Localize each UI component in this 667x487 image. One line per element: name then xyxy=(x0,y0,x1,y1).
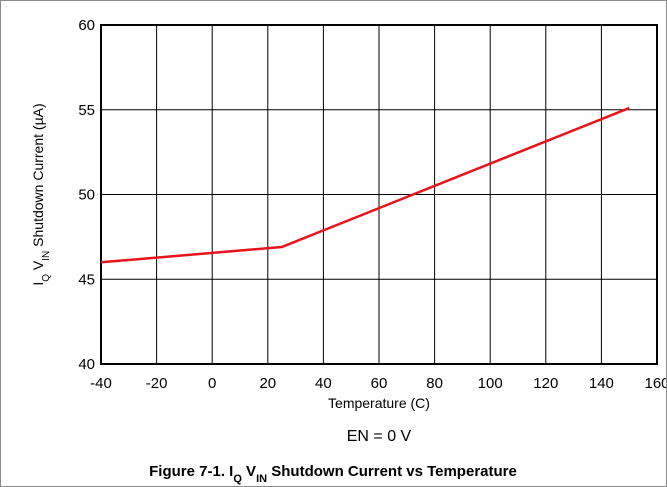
x-axis-title: Temperature (C) xyxy=(328,395,430,411)
x-tick-label: -40 xyxy=(90,375,112,392)
y-tick-label: 45 xyxy=(78,271,95,288)
grid xyxy=(100,24,658,365)
y-tick-label: 60 xyxy=(78,17,95,34)
y-tick-labels: 40 45 50 55 60 xyxy=(78,17,95,373)
x-tick-label: 120 xyxy=(533,375,558,392)
condition-annotation: EN = 0 V xyxy=(347,428,412,445)
figure-caption: Figure 7-1. IQ VIN Shutdown Current vs T… xyxy=(149,463,517,485)
x-tick-label: 0 xyxy=(208,375,216,392)
y-tick-label: 40 xyxy=(78,356,95,373)
x-tick-labels: -40 -20 0 20 40 60 80 100 120 140 160 xyxy=(90,375,666,392)
series-line xyxy=(100,106,630,264)
y-tick-label: 55 xyxy=(78,102,95,119)
x-tick-label: -20 xyxy=(146,375,168,392)
y-tick-label: 50 xyxy=(78,187,95,204)
series-layer xyxy=(100,106,630,264)
x-tick-label: 80 xyxy=(426,375,443,392)
y-axis-title: IQ VIN Shutdown Current (µA) xyxy=(30,103,52,285)
x-tick-label: 60 xyxy=(371,375,388,392)
plot-frame xyxy=(100,24,658,365)
x-tick-label: 160 xyxy=(644,375,666,392)
x-tick-label: 140 xyxy=(589,375,614,392)
x-tick-label: 20 xyxy=(259,375,276,392)
x-tick-label: 100 xyxy=(478,375,503,392)
x-tick-label: 40 xyxy=(315,375,332,392)
